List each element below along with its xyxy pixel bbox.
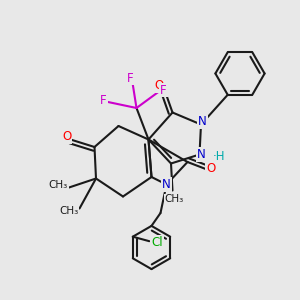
Text: Cl: Cl — [151, 236, 163, 249]
Text: N: N — [198, 115, 207, 128]
Text: CH₃: CH₃ — [59, 206, 79, 217]
Text: ·H: ·H — [213, 149, 225, 163]
Text: O: O — [62, 130, 71, 143]
Text: F: F — [127, 71, 134, 85]
Text: CH₃: CH₃ — [164, 194, 184, 205]
Text: N: N — [196, 148, 206, 161]
Text: F: F — [100, 94, 107, 107]
Text: O: O — [154, 79, 164, 92]
Text: O: O — [206, 161, 215, 175]
Text: CH₃: CH₃ — [49, 179, 68, 190]
Text: F: F — [160, 83, 167, 97]
Text: N: N — [162, 178, 171, 191]
